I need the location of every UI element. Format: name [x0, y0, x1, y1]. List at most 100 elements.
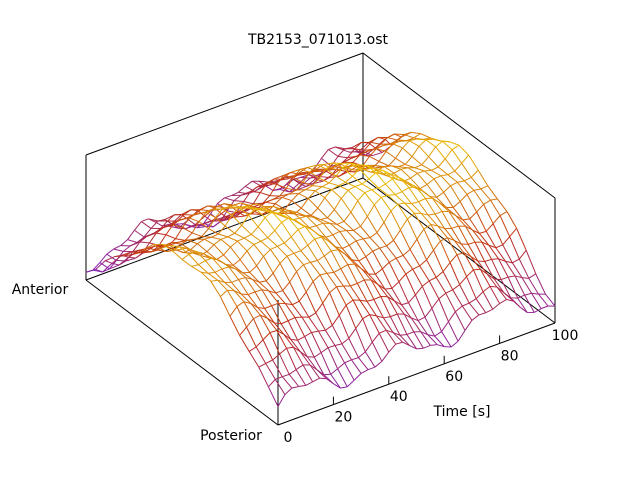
mesh-segment	[362, 156, 370, 167]
mesh-segment	[265, 185, 274, 191]
mesh-segment	[418, 198, 426, 203]
mesh-segment	[233, 194, 242, 202]
mesh-segment	[241, 224, 252, 235]
mesh-segment	[271, 211, 282, 223]
mesh-segment	[440, 175, 451, 187]
mesh-segment	[422, 280, 430, 287]
mesh-segment	[517, 297, 528, 313]
mesh-segment	[482, 285, 491, 293]
mesh-segment	[223, 203, 234, 206]
mesh-segment	[272, 196, 283, 201]
mesh-segment	[356, 238, 364, 242]
mesh-segment	[408, 294, 416, 304]
mesh-segment	[338, 185, 349, 191]
mesh-segment	[127, 239, 138, 243]
mesh-segment	[505, 260, 516, 277]
mesh-segment	[277, 242, 285, 247]
mesh-segment	[211, 257, 223, 270]
mesh-segment	[459, 276, 467, 285]
mesh-segment	[278, 302, 289, 322]
mesh-segment	[286, 252, 295, 257]
mesh-segment	[302, 364, 314, 383]
mesh-segment	[404, 202, 415, 214]
mesh-segment	[207, 272, 219, 281]
mesh-segment	[277, 394, 286, 407]
mesh-segment	[342, 167, 353, 177]
mesh-segment	[286, 346, 294, 349]
mesh-segment	[208, 271, 216, 274]
mesh-segment	[411, 203, 422, 214]
mesh-segment	[360, 216, 368, 227]
mesh-segment	[282, 187, 290, 193]
mesh-segment	[307, 245, 318, 261]
mesh-segment	[318, 330, 329, 348]
mesh-segment	[198, 212, 207, 223]
mesh-segment	[221, 268, 232, 283]
mesh-segment	[424, 170, 435, 180]
mesh-segment	[106, 253, 117, 261]
mesh-segment	[378, 187, 389, 196]
mesh-segment	[337, 362, 345, 370]
mesh-segment	[214, 268, 223, 273]
mesh-segment	[470, 256, 481, 270]
mesh-segment	[321, 186, 332, 191]
mesh-segment	[431, 166, 439, 171]
mesh-segment	[134, 229, 145, 238]
mesh-segment	[279, 187, 287, 197]
mesh-segment	[466, 194, 478, 213]
mesh-segment	[442, 271, 454, 291]
mesh-segment	[409, 345, 417, 350]
mesh-segment	[296, 211, 307, 217]
mesh-segment	[323, 255, 335, 273]
mesh-segment	[288, 217, 299, 230]
mesh-segment	[507, 276, 519, 299]
mesh-segment	[316, 222, 324, 227]
mesh-segment	[321, 182, 330, 188]
mesh-segment	[291, 193, 299, 201]
mesh-segment	[216, 203, 225, 207]
mesh-segment	[451, 225, 459, 229]
mesh-segment	[387, 133, 395, 138]
mesh-segment	[253, 240, 262, 245]
mesh-segment	[351, 359, 362, 374]
mesh-segment	[308, 173, 316, 180]
mesh-segment	[371, 189, 382, 198]
mesh-segment	[282, 373, 290, 378]
mesh-segment	[233, 202, 241, 206]
mesh-segment	[249, 272, 260, 283]
mesh-segment	[196, 226, 207, 229]
mesh-segment	[438, 202, 450, 212]
mesh-segment	[324, 170, 333, 176]
mesh-segment	[518, 258, 530, 279]
mesh-segment	[365, 256, 376, 275]
mesh-segment	[313, 352, 322, 358]
mesh-segment	[433, 240, 441, 251]
mesh-segment	[309, 225, 317, 229]
mesh-segment	[362, 314, 370, 320]
mesh-segment	[305, 281, 314, 293]
mesh-segment	[283, 242, 295, 254]
mesh-segment	[228, 266, 239, 280]
mesh-segment	[159, 248, 168, 253]
mesh-segment	[407, 212, 415, 220]
mesh-segment	[418, 145, 429, 157]
mesh-segment	[265, 359, 273, 364]
mesh-segment	[411, 156, 423, 166]
mesh-segment	[201, 235, 212, 238]
mesh-segment	[456, 252, 465, 256]
mesh-segment	[257, 307, 268, 319]
mesh-segment	[355, 318, 364, 329]
mesh-segment	[176, 247, 187, 251]
mesh-segment	[363, 167, 374, 171]
mesh-segment	[267, 237, 278, 247]
mesh-segment	[139, 236, 148, 243]
mesh-segment	[369, 314, 380, 334]
mesh-segment	[205, 257, 213, 261]
mesh-segment	[258, 366, 269, 388]
mesh-segment	[282, 290, 293, 305]
mesh-segment	[346, 167, 355, 171]
mesh-segment	[198, 260, 206, 266]
mesh-segment	[270, 245, 278, 250]
mesh-segment	[269, 330, 278, 334]
mesh-segment	[371, 332, 380, 343]
